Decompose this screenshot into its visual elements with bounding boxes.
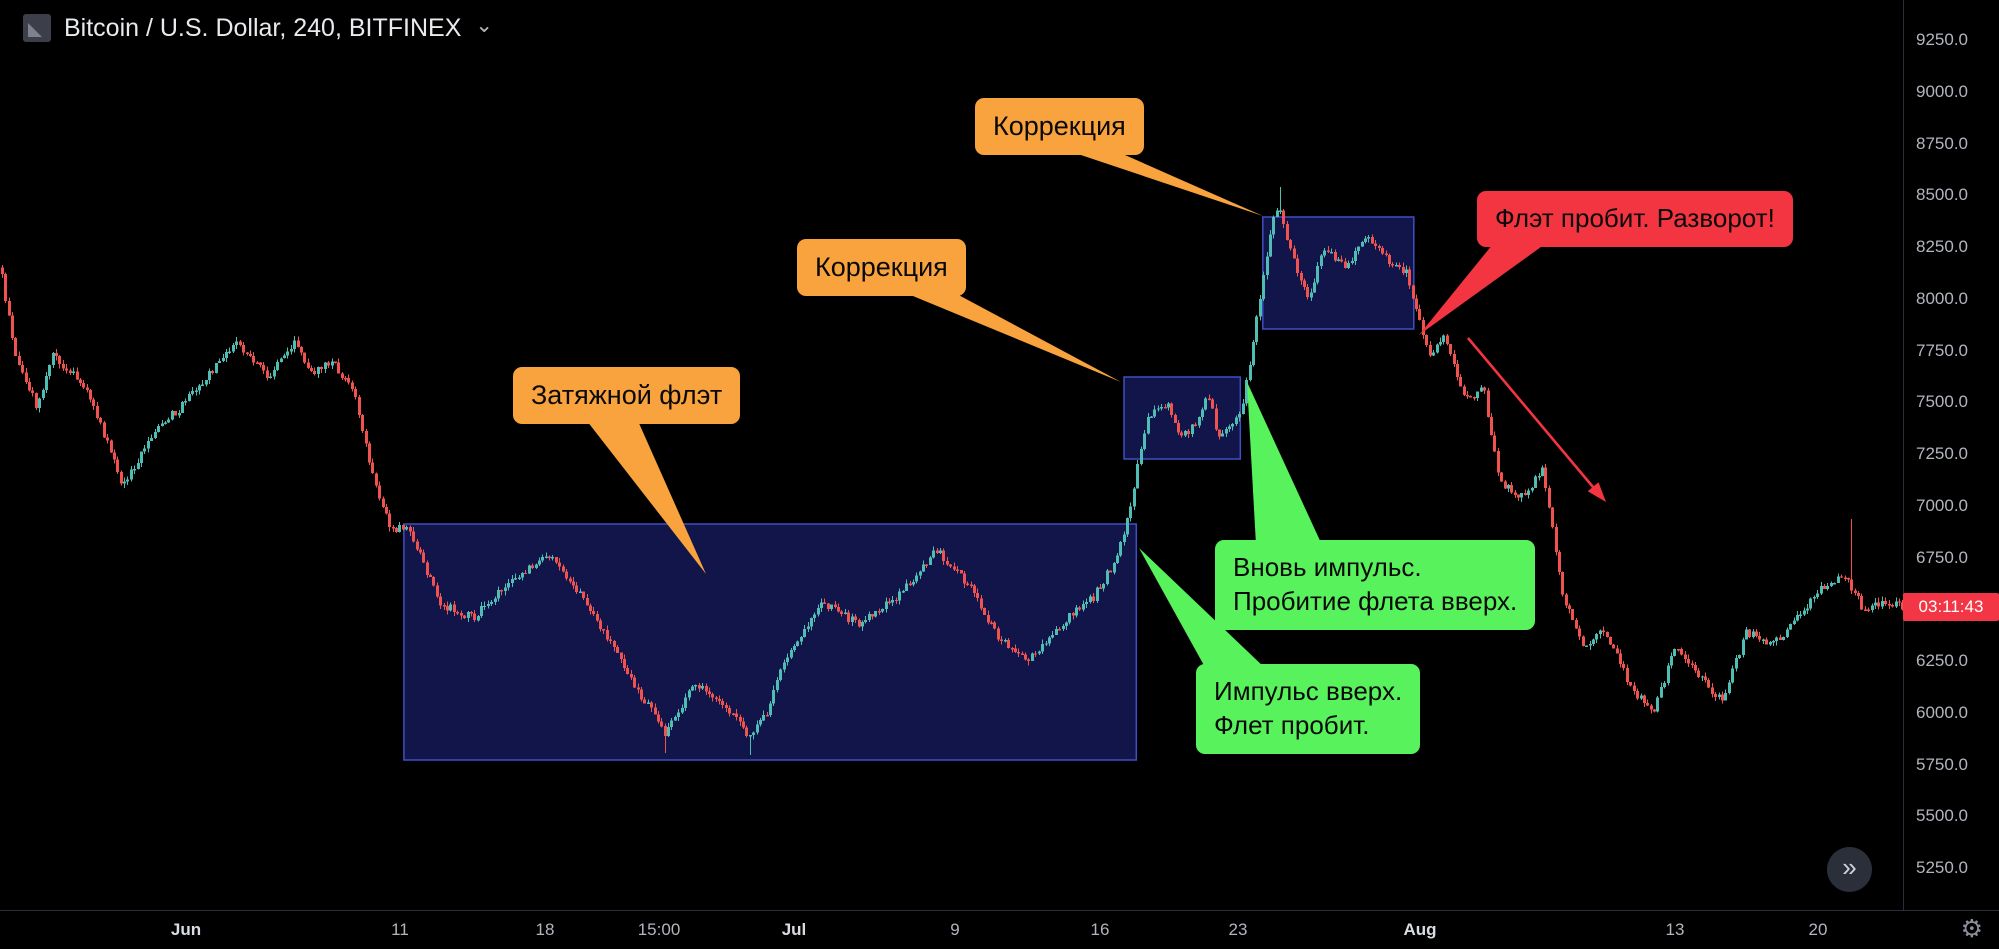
price-axis-label: 6250.0 bbox=[1916, 651, 1968, 670]
price-axis-label: 6000.0 bbox=[1916, 702, 1968, 722]
price-axis-label: 5750.0 bbox=[1916, 754, 1968, 774]
price-axis-label: 7750.0 bbox=[1916, 340, 1968, 360]
callout-reversal[interactable]: Флэт пробит. Разворот! bbox=[1477, 191, 1793, 247]
price-axis-label: 8750.0 bbox=[1916, 133, 1968, 153]
time-axis-label: 20 bbox=[1808, 920, 1828, 939]
price-axis-label: 5500.0 bbox=[1916, 806, 1968, 826]
price-axis-label: 8250.0 bbox=[1916, 237, 1968, 256]
callout-correction-2[interactable]: Коррекция bbox=[975, 98, 1144, 156]
time-axis-label: 13 bbox=[1665, 920, 1685, 939]
callout-line: Флет пробит. bbox=[1214, 709, 1370, 740]
time-axis-label: Jul bbox=[781, 920, 807, 939]
time-axis-label: 15:00 bbox=[637, 920, 681, 939]
symbol-title[interactable]: Bitcoin / U.S. Dollar, 240, BITFINEX bbox=[64, 13, 462, 42]
price-axis-label: 9250.0 bbox=[1916, 30, 1968, 49]
scroll-to-latest-button[interactable]: » bbox=[1827, 847, 1872, 892]
callout-correction-1[interactable]: Коррекция bbox=[797, 239, 966, 297]
double-chevron-right-icon: » bbox=[1842, 852, 1857, 882]
symbol-header[interactable]: Bitcoin / U.S. Dollar, 240, BITFINEX ⌄ bbox=[22, 13, 493, 43]
price-axis-label: 5250.0 bbox=[1916, 858, 1968, 877]
time-axis-label: 18 bbox=[535, 920, 555, 939]
callout-impulse-again[interactable]: Вновь импульс. Пробитие флета вверх. bbox=[1215, 540, 1536, 630]
time-axis[interactable]: Jun 11 18 15:00 Jul 9 16 23 Aug 13 20 bbox=[0, 910, 1999, 949]
price-axis-label: 8000.0 bbox=[1916, 288, 1968, 308]
countdown-badge: 03:11:43 bbox=[1903, 592, 1999, 621]
flat-range-box-long-flat[interactable] bbox=[403, 523, 1138, 761]
time-axis-label: 9 bbox=[950, 920, 960, 939]
price-axis-label: 6750.0 bbox=[1916, 547, 1968, 567]
callout-line: Импульс вверх. bbox=[1214, 676, 1403, 706]
symbol-logo-icon bbox=[23, 14, 51, 42]
flat-range-box-correction-flat-2[interactable] bbox=[1262, 216, 1415, 330]
time-axis-label: 11 bbox=[391, 920, 409, 939]
time-axis-label: Aug bbox=[1403, 920, 1437, 939]
price-axis-label: 9000.0 bbox=[1916, 81, 1968, 101]
price-axis[interactable]: 9250.0 9000.0 8750.0 8500.0 8250.0 8000.0 7750… bbox=[1903, 0, 1999, 910]
price-axis-label: 7000.0 bbox=[1916, 495, 1968, 515]
callout-impulse-up[interactable]: Импульс вверх. Флет пробит. bbox=[1196, 664, 1421, 754]
time-axis-label: 16 bbox=[1090, 920, 1110, 939]
callout-line: Вновь импульс. bbox=[1233, 552, 1422, 582]
time-axis-label: Jun bbox=[170, 920, 202, 939]
price-axis-label: 7250.0 bbox=[1916, 444, 1968, 463]
price-axis-label: 8500.0 bbox=[1916, 185, 1968, 205]
callout-long-flat[interactable]: Затяжной флэт bbox=[513, 367, 741, 425]
settings-gear-icon[interactable]: ⚙ bbox=[1960, 915, 1983, 943]
callout-line: Пробитие флета вверх. bbox=[1233, 585, 1518, 616]
chevron-down-icon[interactable]: ⌄ bbox=[475, 13, 493, 37]
price-axis-label: 7500.0 bbox=[1916, 392, 1968, 412]
time-axis-label: 23 bbox=[1228, 920, 1248, 939]
